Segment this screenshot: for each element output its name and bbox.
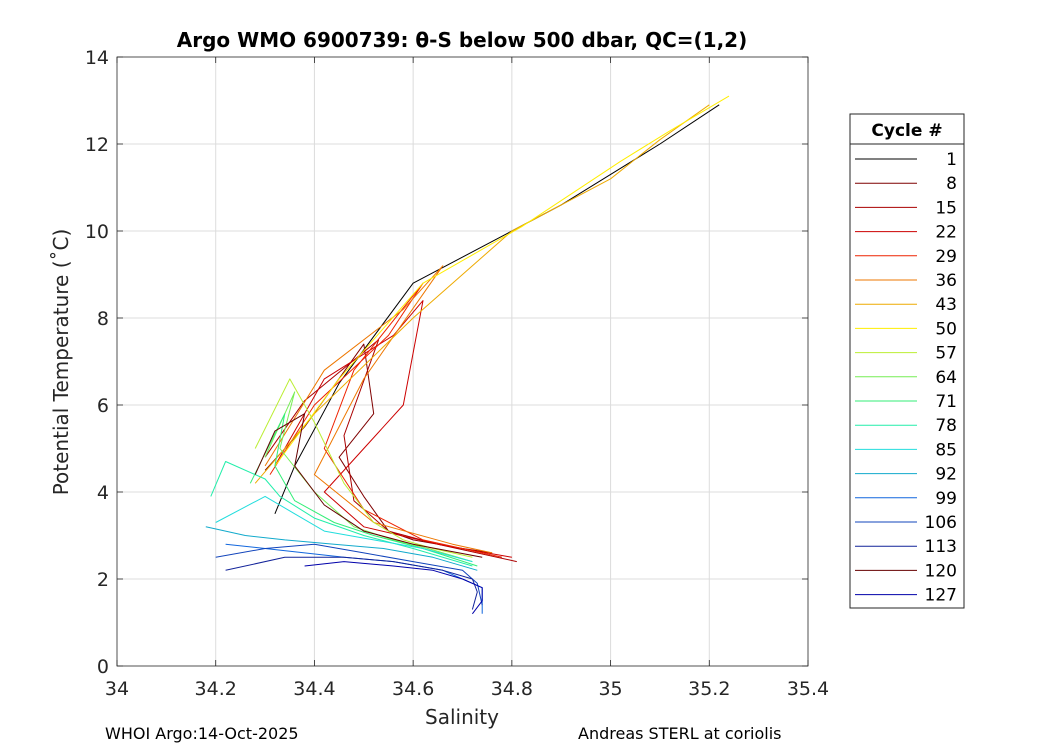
x-axis-label: Salinity — [425, 705, 499, 729]
y-ticks: 0 2 4 6 8 10 12 14 — [85, 47, 808, 678]
series-line-cycle-50 — [274, 95, 730, 467]
series-line-cycle-78 — [210, 461, 473, 567]
legend-label: 22 — [935, 223, 957, 243]
x-tick-label: 34.6 — [392, 678, 434, 700]
x-tick-label: 35 — [598, 678, 622, 700]
footer-left-credit: WHOI Argo:14-Oct-2025 — [105, 724, 299, 743]
legend-label: 50 — [935, 319, 957, 339]
legend-label: 106 — [925, 513, 957, 533]
legend-title: Cycle # — [871, 121, 942, 141]
x-tick-label: 35.4 — [787, 678, 829, 700]
x-ticks: 34 34.2 34.4 34.6 34.8 35 35.2 35.4 — [105, 57, 829, 700]
series-line-cycle-8 — [264, 343, 493, 554]
series-line-cycle-64 — [264, 391, 473, 563]
legend: Cycle # 18152229364350576471788592991061… — [849, 113, 965, 609]
series-line-cycle-85 — [215, 495, 473, 563]
y-tick-label: 4 — [97, 482, 109, 504]
y-tick-label: 6 — [97, 395, 109, 417]
legend-label: 8 — [946, 174, 957, 194]
series-line-cycle-92 — [205, 526, 478, 571]
footer-right-credit: Andreas STERL at coriolis — [578, 724, 782, 743]
series-line-cycle-29 — [269, 282, 503, 558]
x-tick-label: 34.2 — [195, 678, 237, 700]
legend-label: 43 — [935, 295, 957, 315]
series-line-cycle-120 — [254, 413, 483, 558]
series-line-cycle-22 — [274, 300, 512, 558]
series-line-cycle-1 — [274, 104, 720, 514]
series-line-cycle-71 — [249, 413, 478, 567]
x-tick-label: 34.8 — [491, 678, 533, 700]
series-line-cycle-113 — [225, 556, 478, 610]
legend-label: 15 — [935, 198, 957, 218]
series-line-cycle-36 — [264, 265, 493, 554]
legend-label: 113 — [925, 537, 957, 557]
legend-label: 1 — [946, 150, 957, 170]
legend-label: 78 — [935, 416, 957, 436]
y-tick-label: 2 — [97, 569, 109, 591]
series-line-cycle-106 — [215, 543, 483, 606]
y-tick-label: 12 — [85, 134, 109, 156]
x-tick-label: 34 — [105, 678, 129, 700]
legend-label: 36 — [935, 271, 957, 291]
legend-label: 127 — [925, 586, 957, 606]
legend-items: 1 8 15 22 29 36 43 50 57 64 71 78 85 92 99 106 113 120 127 — [855, 150, 957, 606]
legend-label: 85 — [935, 440, 957, 460]
x-tick-label: 34.4 — [293, 678, 335, 700]
legend-label: 71 — [935, 392, 957, 412]
legend-label: 29 — [935, 247, 957, 267]
legend-label: 57 — [935, 344, 957, 364]
legend-label: 92 — [935, 465, 957, 485]
y-tick-label: 14 — [85, 47, 109, 69]
legend-label: 120 — [925, 561, 957, 581]
plot-frame — [116, 56, 809, 667]
series-line-cycle-127 — [304, 561, 483, 615]
y-tick-label: 8 — [97, 308, 109, 330]
legend-label: 64 — [935, 368, 957, 388]
legend-box — [849, 113, 965, 609]
y-tick-label: 10 — [85, 221, 109, 243]
x-tick-label: 35.2 — [688, 678, 730, 700]
series-line-cycle-43 — [254, 104, 710, 484]
chart-title: Argo WMO 6900739: θ-S below 500 dbar, QC… — [177, 28, 747, 52]
series-layer — [205, 95, 730, 615]
legend-label: 99 — [935, 489, 957, 509]
gridlines — [117, 57, 808, 666]
y-tick-label: 0 — [97, 656, 109, 678]
y-axis-label: Potential Temperature (˚C) — [49, 229, 73, 496]
